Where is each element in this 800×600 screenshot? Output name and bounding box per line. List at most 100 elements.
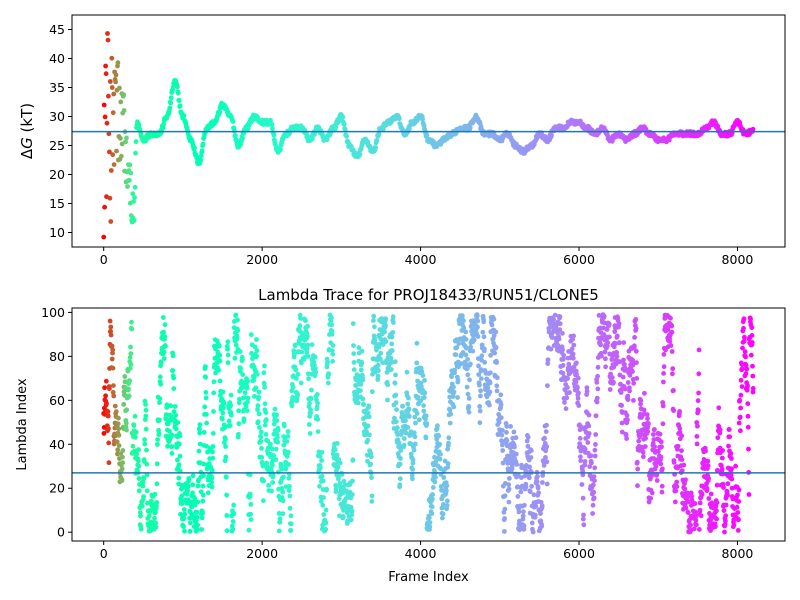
lambda-point [233, 342, 239, 348]
lambda-point [649, 490, 655, 496]
lambda-point [147, 524, 153, 530]
lambda-point [468, 344, 473, 350]
delta-g-panel: 0 2000 4000 6000 8000 10 15 20 25 30 35 40 45 ΔG (k… [18, 14, 786, 267]
lambda-point [243, 403, 249, 409]
lambda-point [365, 423, 371, 429]
lambda-point [257, 425, 262, 430]
lambda-point [738, 405, 743, 411]
lambda-point [358, 382, 364, 387]
lambda-point [722, 529, 727, 535]
lambda-point [541, 463, 547, 468]
lambda-point [660, 403, 666, 409]
lambda-point [746, 492, 752, 497]
delta-g-point [176, 98, 182, 103]
lambda-point [173, 426, 179, 432]
lambda-point [194, 527, 200, 533]
lambda-point [488, 370, 493, 376]
lambda-point [576, 403, 582, 408]
lambda-point [738, 428, 743, 434]
lambda-point [544, 481, 550, 487]
lambda-point [652, 427, 657, 432]
lambda-point [623, 432, 629, 438]
lambda-point [745, 401, 751, 407]
lambda-point [199, 515, 205, 521]
lambda-point [142, 441, 148, 447]
lambda-point [138, 513, 143, 519]
lambda-point [305, 342, 311, 348]
lambda-point [465, 372, 471, 378]
lambda-point [569, 346, 575, 352]
bottom-y-ticks: 0 20 40 60 80 100 [41, 305, 72, 540]
lambda-point [194, 514, 200, 520]
lambda-point [538, 511, 543, 516]
lambda-point [317, 483, 322, 489]
lambda-point [658, 461, 664, 467]
lambda-point [287, 493, 293, 499]
lambda-point [661, 364, 667, 370]
delta-g-point [107, 195, 113, 201]
y-tick-label: 80 [49, 349, 65, 364]
lambda-point [146, 513, 152, 519]
lambda-point [586, 412, 592, 418]
lambda-point [467, 377, 472, 383]
lambda-point [478, 388, 483, 394]
lambda-point [290, 394, 295, 400]
delta-g-point [132, 195, 138, 201]
delta-g-point [424, 133, 430, 138]
lambda-point [668, 315, 673, 321]
lambda-point [738, 377, 744, 383]
lambda-point [748, 352, 754, 358]
lambda-point [222, 425, 228, 431]
lambda-point [635, 466, 641, 472]
lambda-point [617, 359, 623, 365]
lambda-point [169, 444, 175, 449]
lambda-point [154, 500, 160, 505]
lambda-point [636, 438, 642, 444]
lambda-point [542, 435, 547, 441]
lambda-point [292, 351, 297, 356]
lambda-point [318, 499, 324, 504]
y-tick-label: 20 [49, 167, 65, 182]
lambda-point [368, 454, 374, 460]
y-tick-label: 40 [49, 437, 65, 452]
lambda-point [120, 448, 126, 453]
lambda-point [397, 482, 403, 488]
lambda-point [136, 458, 141, 464]
lambda-point [203, 364, 208, 369]
lambda-point [602, 320, 607, 326]
lambda-point [602, 349, 608, 355]
x-tick-label: 4000 [405, 252, 437, 267]
lambda-point [591, 489, 597, 495]
lambda-point [586, 431, 592, 436]
x-tick-label: 2000 [246, 252, 278, 267]
lambda-point [211, 390, 217, 396]
lambda-point [385, 397, 390, 403]
lambda-point [491, 316, 497, 322]
lambda-point [255, 403, 261, 408]
lambda-point [714, 482, 720, 488]
lambda-point [594, 399, 600, 405]
lambda-point [507, 476, 512, 481]
lambda-point [562, 400, 567, 405]
delta-g-point [344, 133, 349, 139]
lambda-point [266, 483, 271, 488]
lambda-point [197, 441, 203, 447]
lambda-point [224, 528, 230, 534]
lambda-point [586, 423, 592, 429]
lambda-point [315, 416, 321, 422]
lambda-point [535, 474, 540, 479]
lambda-point [679, 448, 684, 454]
lambda-point [543, 429, 549, 434]
lambda-point [405, 401, 411, 407]
lambda-point [264, 460, 270, 466]
lambda-point [693, 517, 699, 523]
lambda-point [703, 448, 708, 454]
lambda-point [406, 414, 412, 419]
lambda-point [341, 478, 347, 484]
delta-g-point [108, 168, 114, 173]
lambda-point [527, 489, 533, 495]
lambda-point [515, 494, 521, 499]
lambda-point [419, 384, 424, 389]
lambda-point [573, 379, 579, 385]
lambda-point [365, 458, 370, 464]
